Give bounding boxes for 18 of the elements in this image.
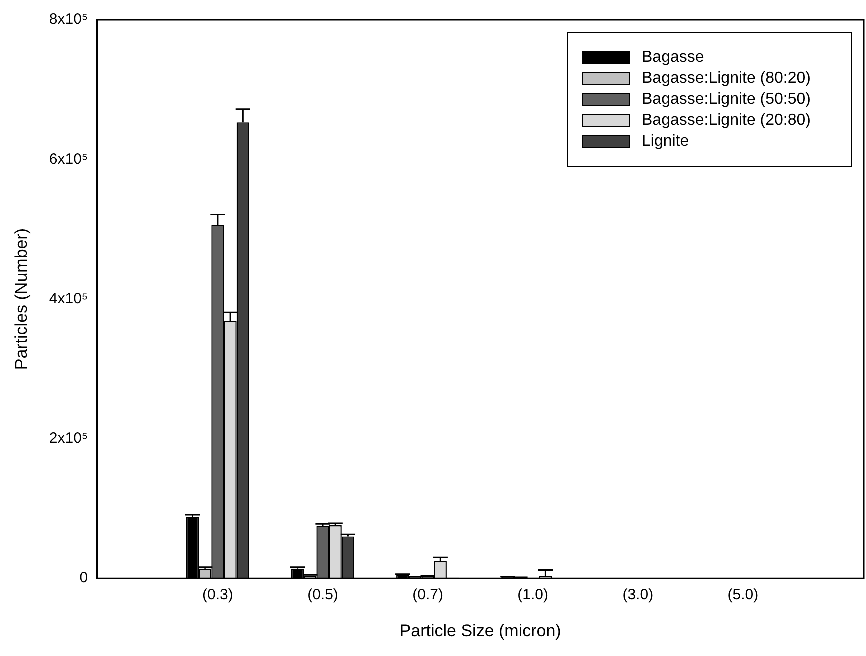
x-tick-label: (5.0)	[728, 586, 759, 604]
legend-label: Bagasse	[642, 48, 704, 66]
legend-label: Bagasse:Lignite (20:80)	[642, 112, 811, 130]
x-tick-label: (0.3)	[202, 586, 234, 604]
legend-label: Lignite	[642, 132, 690, 150]
x-axis-title: Particle Size (micron)	[400, 621, 562, 640]
x-tick-label: (0.5)	[308, 586, 338, 604]
legend-label: Bagasse:Lignite (80:20)	[642, 70, 811, 88]
y-tick-label: 6x10⁵	[49, 150, 88, 168]
x-tick-label: (1.0)	[518, 586, 549, 604]
legend-label: Bagasse:Lignite (50:50)	[642, 90, 811, 108]
x-tick-label: (0.7)	[412, 586, 444, 604]
y-axis-title: Particles (Number)	[12, 228, 31, 370]
y-tick-label: 0	[80, 570, 88, 587]
x-tick-label: (3.0)	[622, 586, 654, 604]
y-tick-label: 2x10⁵	[49, 430, 88, 448]
y-tick-label: 8x10⁵	[49, 11, 88, 28]
y-tick-label: 4x10⁵	[49, 290, 88, 308]
